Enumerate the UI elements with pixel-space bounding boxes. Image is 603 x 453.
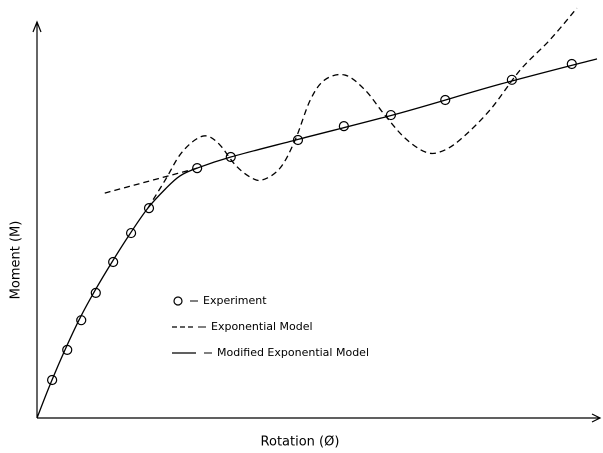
x-axis-arrow [591, 413, 602, 423]
legend-label: Modified Exponential Model [217, 346, 369, 359]
data-point [338, 121, 349, 132]
data-point [108, 256, 119, 268]
data-point [440, 94, 451, 106]
data-point [125, 227, 137, 239]
data-point [385, 109, 397, 121]
legend-label: Experiment [203, 294, 267, 307]
data-point [192, 163, 203, 174]
data-point [225, 151, 236, 163]
legend-label: Exponential Model [211, 320, 313, 333]
x-axis-label: Rotation (Ø) [261, 435, 340, 450]
legend-symbol [173, 296, 183, 306]
y-axis-arrow [32, 20, 42, 33]
data-point [143, 203, 155, 214]
line [147, 7, 578, 209]
y-axis-label: Moment (M) [9, 221, 24, 300]
data-point [47, 374, 58, 386]
line [36, 58, 598, 419]
line [104, 167, 198, 194]
